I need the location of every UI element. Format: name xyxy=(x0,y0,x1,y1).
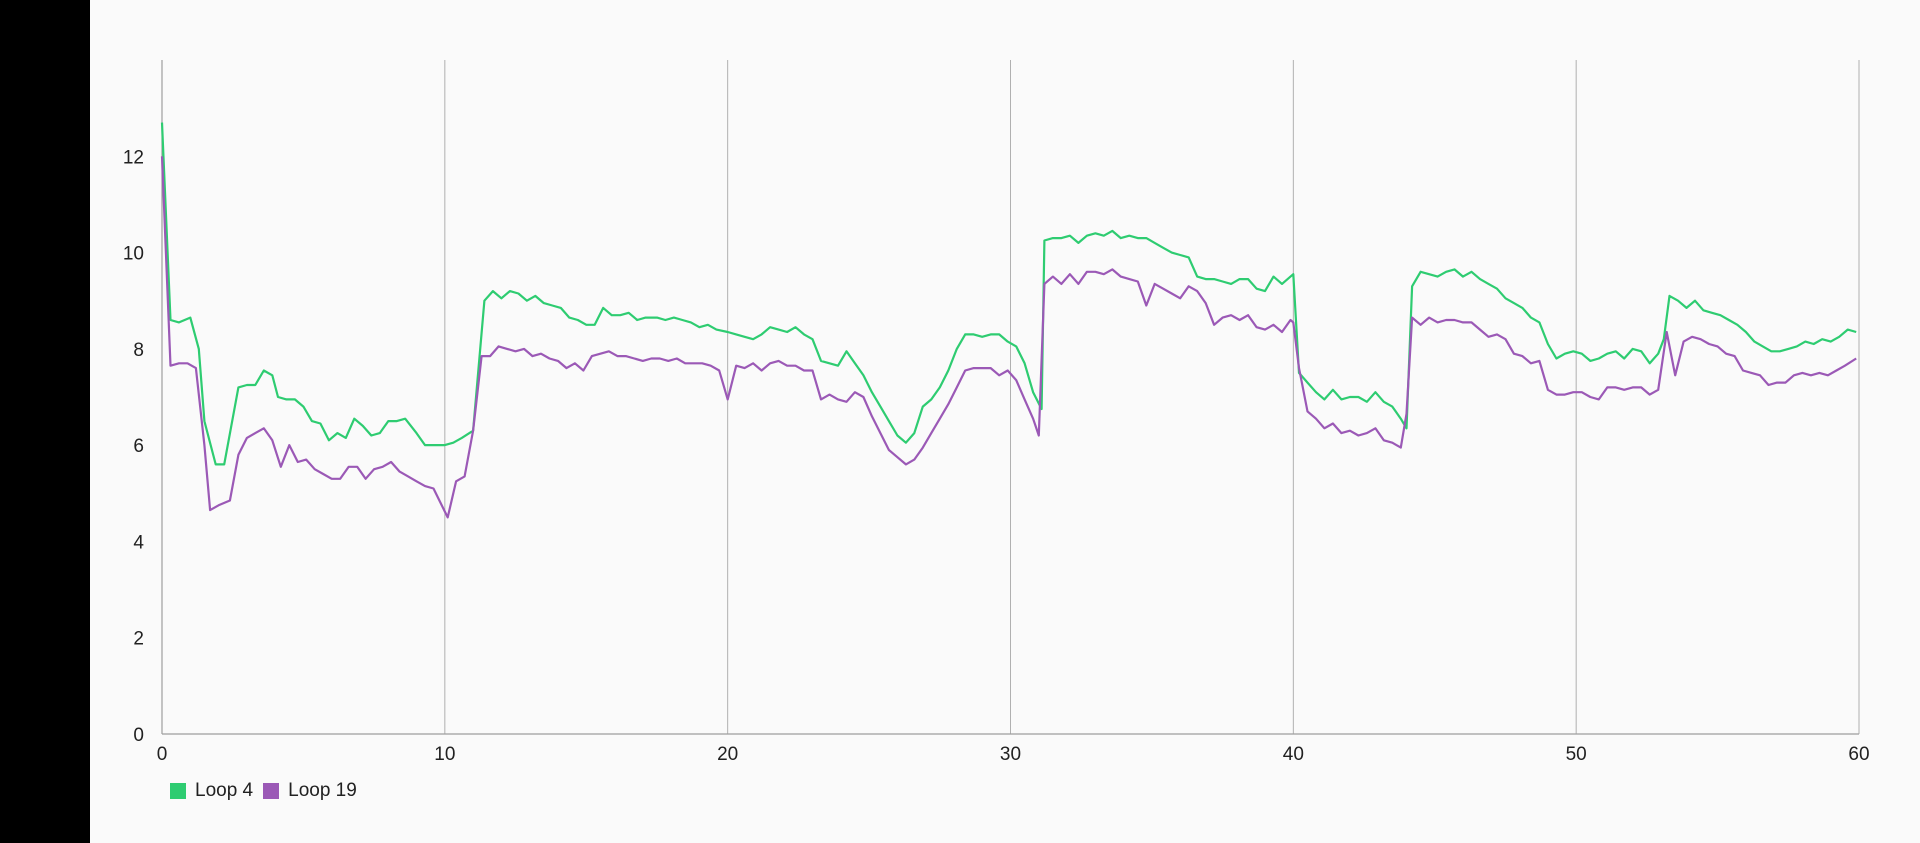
legend-swatch-loop-19 xyxy=(263,783,280,799)
x-tick-label: 50 xyxy=(1566,744,1587,765)
y-axis-tick-labels: 0 2 4 6 8 10 12 xyxy=(123,147,145,746)
x-tick-label: 20 xyxy=(717,744,738,765)
legend-item-loop-19[interactable]: Loop 19 xyxy=(263,780,357,802)
legend-label-loop-19: Loop 19 xyxy=(288,780,357,801)
x-tick-label: 30 xyxy=(1000,744,1021,765)
y-tick-label: 12 xyxy=(123,147,144,168)
y-tick-label: 10 xyxy=(123,244,144,265)
legend-label-loop-4: Loop 4 xyxy=(195,780,254,801)
grid-lines xyxy=(444,60,1860,734)
series-lines xyxy=(160,122,1857,519)
x-tick-label: 60 xyxy=(1848,744,1869,765)
y-tick-label: 6 xyxy=(133,436,144,457)
x-tick-label: 40 xyxy=(1283,744,1304,765)
series-line-loop-4[interactable] xyxy=(160,122,1857,466)
y-tick-label: 8 xyxy=(133,340,144,361)
y-tick-label: 0 xyxy=(133,725,144,746)
left-black-margin xyxy=(0,0,90,843)
legend-swatch-loop-4 xyxy=(170,783,186,799)
legend: Loop 4 Loop 19 xyxy=(170,780,367,802)
y-tick-label: 4 xyxy=(133,532,144,553)
legend-item-loop-4[interactable]: Loop 4 xyxy=(170,780,253,802)
x-tick-label: 0 xyxy=(157,744,168,765)
chart-panel: 0 2 4 6 8 10 12 0 10 20 30 40 50 60 Loop 4 Loop 19 xyxy=(90,0,1920,843)
x-axis-tick-labels: 0 10 20 30 40 50 60 xyxy=(157,744,1870,765)
line-chart: 0 2 4 6 8 10 12 0 10 20 30 40 50 60 xyxy=(123,60,1870,765)
y-tick-label: 2 xyxy=(133,629,144,650)
series-line-loop-19[interactable] xyxy=(160,156,1857,519)
x-tick-label: 10 xyxy=(434,744,455,765)
